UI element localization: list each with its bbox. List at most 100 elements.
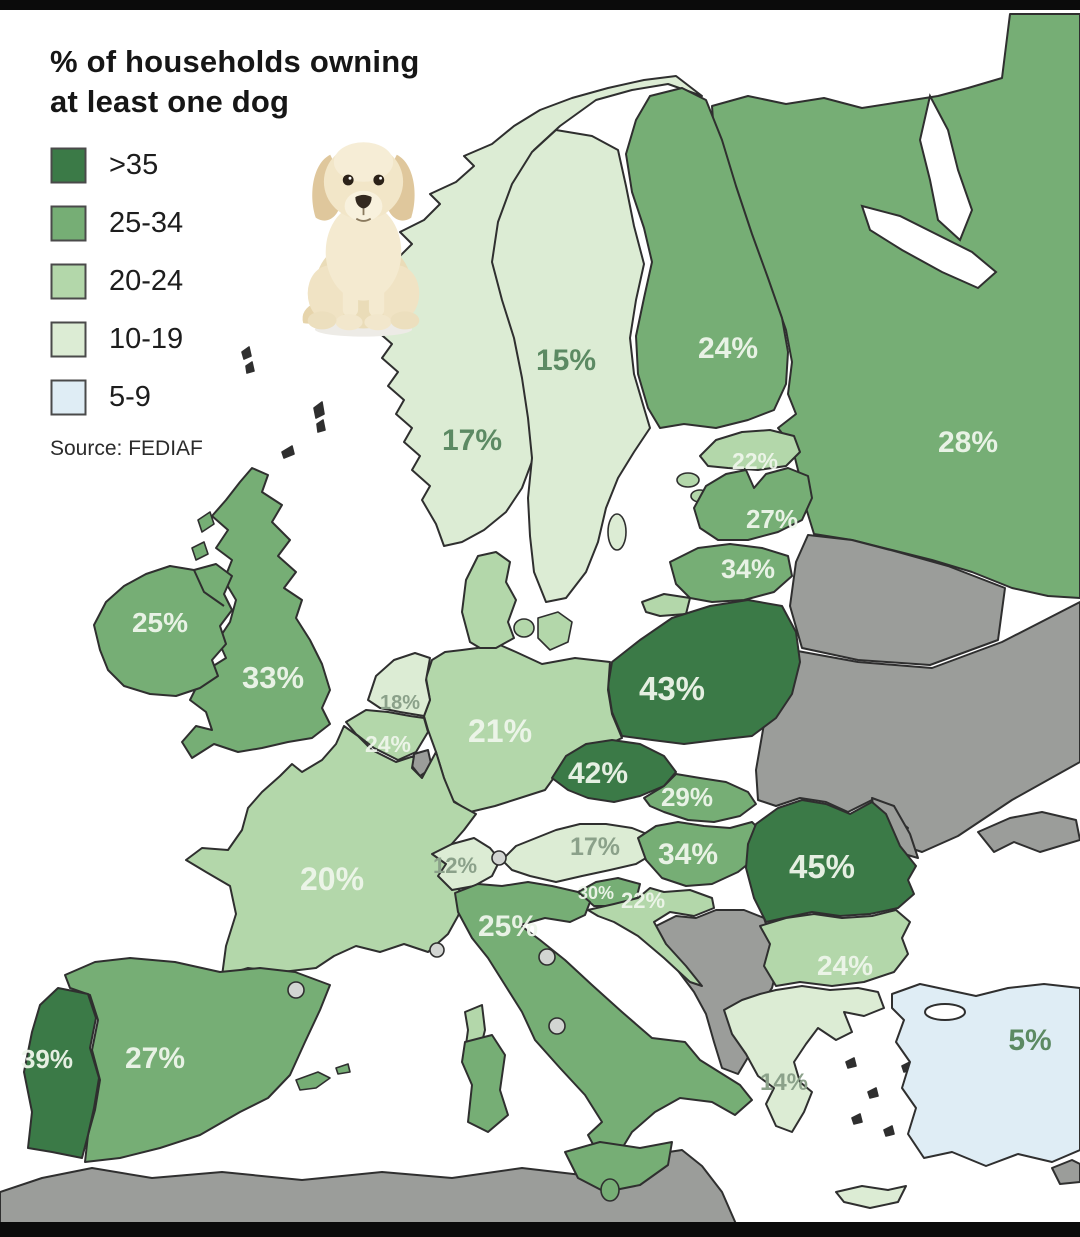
label-belgium: 24%	[365, 731, 411, 757]
islands-aegean	[845, 1057, 913, 1137]
label-italy: 25%	[478, 910, 538, 943]
label-switzerland: 12%	[433, 853, 477, 878]
bottom-letterbox-bar	[0, 1222, 1080, 1237]
legend-swatch-5-9	[50, 379, 87, 416]
marker-vatican	[548, 1017, 566, 1035]
country-estonia	[699, 429, 801, 471]
country-france	[185, 725, 477, 977]
country-slovenia	[577, 877, 641, 907]
country-czechia	[551, 739, 677, 803]
label-poland: 43%	[639, 670, 705, 707]
marker-san-marino	[538, 948, 556, 966]
legend-label-gt35: >35	[109, 149, 159, 182]
label-turkey: 5%	[1008, 1024, 1051, 1057]
country-crimea	[977, 811, 1080, 853]
puppy-nose	[355, 194, 372, 209]
legend-label-25-34: 25-34	[109, 207, 184, 240]
island-funen	[513, 618, 535, 638]
label-russia: 28%	[938, 426, 998, 459]
label-germany: 21%	[468, 713, 532, 749]
label-romania: 45%	[789, 848, 855, 885]
label-slovenia: 30%	[578, 883, 614, 903]
island-sicily	[564, 1141, 673, 1193]
country-italy	[454, 881, 753, 1156]
white-sea-arm	[860, 204, 998, 290]
puppy-eye-glint-left	[348, 176, 352, 180]
title-line-2: at least one dog	[50, 83, 290, 119]
country-finland	[625, 87, 789, 429]
puppy-hindpaw-left	[307, 311, 337, 330]
label-netherlands: 18%	[380, 692, 420, 714]
islands-orkney-shetland	[281, 401, 326, 459]
label-croatia: 22%	[621, 888, 665, 913]
legend-swatch-10-19	[50, 321, 87, 358]
country-switzerland	[431, 837, 501, 891]
label-france: 20%	[300, 861, 364, 897]
islands-faroe	[241, 346, 255, 374]
label-ireland: 25%	[132, 607, 188, 638]
country-bulgaria	[759, 909, 911, 987]
island-sardinia	[461, 1034, 509, 1133]
country-portugal	[23, 987, 100, 1159]
country-slovakia	[643, 773, 757, 823]
puppy-photo	[302, 142, 420, 337]
region-north-africa	[0, 1149, 737, 1225]
islands-hebrides	[191, 511, 215, 561]
legend-label-20-24: 20-24	[109, 265, 184, 298]
top-letterbox-bar	[0, 0, 1080, 10]
country-denmark	[461, 551, 517, 649]
country-greece	[723, 985, 885, 1133]
country-ireland	[93, 563, 233, 697]
puppy-leg-left	[342, 259, 359, 317]
island-saaremaa	[676, 472, 700, 488]
country-romania	[745, 799, 917, 923]
border-northern-ireland	[193, 569, 225, 607]
label-finland: 24%	[698, 332, 758, 365]
island-malta	[600, 1178, 620, 1202]
puppy-leg-right	[368, 259, 385, 317]
marker-monaco	[429, 942, 445, 958]
label-czechia: 42%	[568, 757, 628, 790]
legend-swatch-20-24	[50, 263, 87, 300]
puppy-forehead	[333, 142, 394, 182]
label-latvia: 27%	[746, 504, 798, 534]
legend-item-gt35: >35	[50, 147, 450, 184]
country-lithuania	[669, 543, 793, 603]
country-cyprus	[1051, 1159, 1080, 1185]
puppy-paw-right	[364, 314, 392, 331]
label-portugal: 39%	[21, 1044, 73, 1074]
island-gotland	[607, 513, 627, 551]
country-turkey	[891, 983, 1080, 1167]
label-lithuania: 34%	[721, 554, 775, 584]
country-belarus	[789, 534, 1006, 666]
legend-label-10-19: 10-19	[109, 323, 184, 356]
country-netherlands	[367, 652, 431, 717]
legend-item-25-34: 25-34	[50, 205, 450, 242]
legend-item-10-19: 10-19	[50, 321, 450, 358]
puppy-hindpaw-right	[390, 311, 420, 330]
marker-liechtenstein	[491, 850, 507, 866]
island-zealand	[537, 611, 573, 651]
label-greece: 14%	[760, 1069, 808, 1096]
islands-balearic	[295, 1063, 351, 1091]
legend: >35 25-34 20-24 10-19 5-9	[50, 147, 450, 416]
page-title: % of households owning at least one dog	[50, 42, 450, 121]
label-estonia: 22%	[732, 448, 778, 474]
puppy-eye-glint-right	[379, 176, 383, 180]
label-austria: 17%	[570, 833, 620, 861]
legend-panel: % of households owning at least one dog …	[50, 42, 450, 461]
puppy-mouth	[355, 208, 372, 222]
country-belgium	[345, 709, 429, 761]
label-bulgaria: 24%	[817, 950, 873, 981]
sea-of-marmara	[924, 1003, 966, 1021]
island-crete	[835, 1185, 907, 1209]
legend-swatch-gt35	[50, 147, 87, 184]
country-croatia	[587, 887, 715, 987]
source-credit: Source: FEDIAF	[50, 437, 203, 461]
label-norway: 17%	[442, 424, 502, 457]
country-sweden	[491, 129, 651, 603]
legend-item-5-9: 5-9	[50, 379, 450, 416]
country-latvia	[693, 467, 813, 541]
